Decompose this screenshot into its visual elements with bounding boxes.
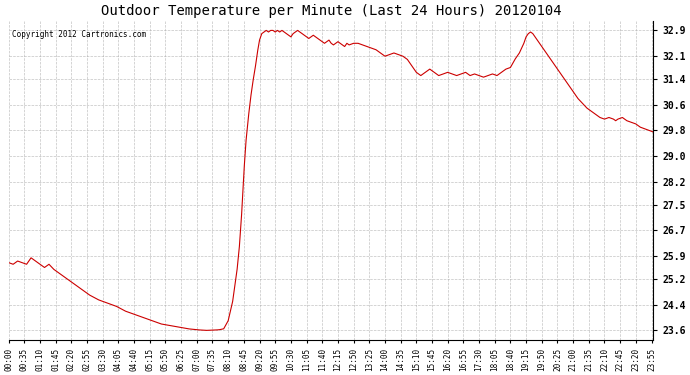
- Title: Outdoor Temperature per Minute (Last 24 Hours) 20120104: Outdoor Temperature per Minute (Last 24 …: [101, 4, 561, 18]
- Text: Copyright 2012 Cartronics.com: Copyright 2012 Cartronics.com: [12, 30, 146, 39]
